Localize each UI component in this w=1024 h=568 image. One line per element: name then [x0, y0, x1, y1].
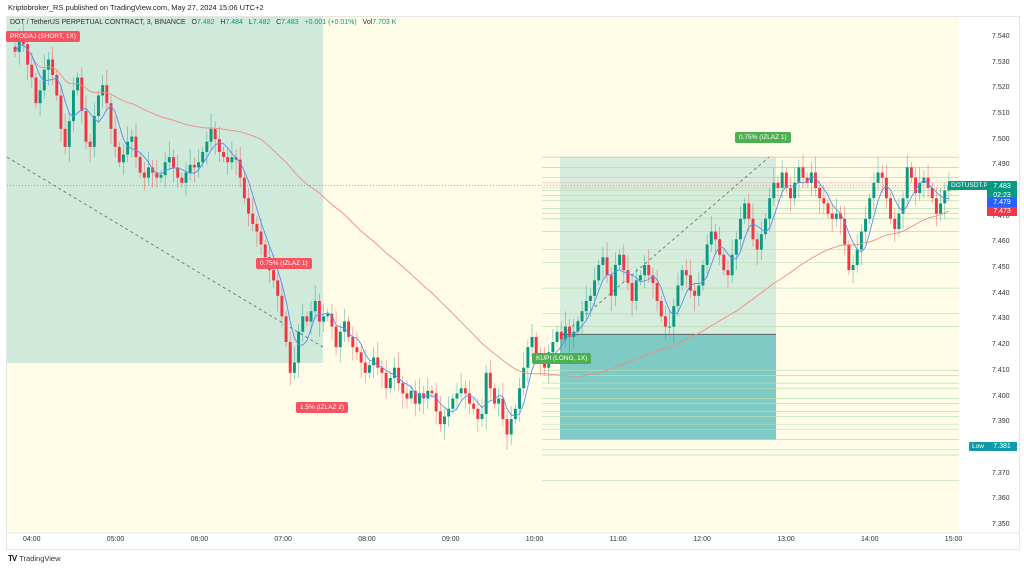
- time-tick-label: 05:00: [106, 536, 125, 543]
- time-tick-label: 10:00: [525, 536, 544, 543]
- price-tick-label: 7.370: [992, 469, 1010, 477]
- tradingview-logo-icon: TV: [8, 554, 17, 563]
- price-tick-label: 7.430: [992, 315, 1010, 323]
- price-tick-label: 7.520: [992, 84, 1010, 92]
- low-price-badge: 7.381: [987, 442, 1017, 451]
- price-tick-label: 7.530: [992, 58, 1010, 66]
- tradingview-brand[interactable]: TradingView: [19, 554, 61, 563]
- ma-slow-badge: 7.473: [987, 207, 1017, 216]
- time-tick-label: 13:00: [777, 536, 795, 543]
- time-tick-label: 07:00: [274, 536, 292, 543]
- price-tick-label: 7.540: [992, 33, 1010, 40]
- last-price-badge: 7.483 02:23: [987, 181, 1017, 202]
- time-tick-label: 12:00: [693, 536, 711, 543]
- price-tick-label: 7.460: [992, 238, 1010, 246]
- time-tick-label: 14:00: [861, 536, 879, 543]
- price-tick-label: 7.350: [992, 520, 1010, 528]
- publisher-line: Kriptobroker_RS published on TradingView…: [8, 3, 264, 12]
- price-tick-label: 7.500: [992, 135, 1010, 143]
- low-value: 7.482: [252, 19, 271, 26]
- short-target1-tag[interactable]: 0.75% (IZLAZ 1): [256, 258, 312, 269]
- symbol-title[interactable]: DOT / TetherUS PERPETUAL CONTRACT, 3, BI…: [10, 19, 186, 26]
- long-target1-tag[interactable]: 0.75% (IZLAZ 1): [735, 132, 791, 143]
- price-tick-label: 7.440: [992, 289, 1010, 297]
- time-tick-label: 08:00: [358, 536, 376, 543]
- chart-frame[interactable]: [6, 16, 1020, 550]
- ma-fast-badge: 7.479: [987, 198, 1017, 207]
- bar-countdown: 02:23: [993, 192, 1011, 199]
- price-tick-label: 7.490: [992, 161, 1010, 169]
- open-value: 7.482: [197, 19, 215, 26]
- volume-value: 7.703 K: [372, 19, 397, 26]
- close-value: 7.483: [281, 19, 299, 26]
- low-label-tag: Low: [969, 442, 987, 451]
- price-tick-label: 7.450: [992, 264, 1010, 272]
- price-tick-label: 7.390: [992, 418, 1010, 426]
- price-tick-label: 7.400: [992, 392, 1010, 400]
- short-target2-tag[interactable]: 1.5% (IZLAZ 2): [296, 402, 349, 413]
- time-tick-label: 15:00: [944, 536, 963, 543]
- time-tick-label: 06:00: [190, 536, 209, 543]
- time-tick-label: 11:00: [609, 536, 627, 543]
- price-tick-label: 7.470: [992, 212, 1010, 220]
- price-tick-label: 7.410: [992, 366, 1010, 374]
- short-entry-tag[interactable]: PRODAJ (SHORT, 1X): [6, 31, 80, 42]
- change-value: +0.001 (+0.01%): [304, 19, 357, 26]
- price-tick-label: 7.360: [992, 495, 1010, 503]
- footer-branding: TV TradingView: [8, 554, 61, 563]
- price-tick-label: 7.510: [992, 110, 1010, 118]
- price-chart-canvas[interactable]: [7, 17, 1019, 549]
- chart-legend: DOT / TetherUS PERPETUAL CONTRACT, 3, BI…: [10, 19, 397, 26]
- symbol-price-tag: DOTUSDT.P: [948, 181, 991, 190]
- time-tick-label: 04:00: [23, 536, 41, 543]
- long-entry-tag[interactable]: KUPI (LONG, 1X): [532, 353, 592, 364]
- high-value: 7.484: [225, 19, 243, 26]
- time-tick-label: 09:00: [442, 536, 460, 543]
- price-tick-label: 7.420: [992, 341, 1010, 349]
